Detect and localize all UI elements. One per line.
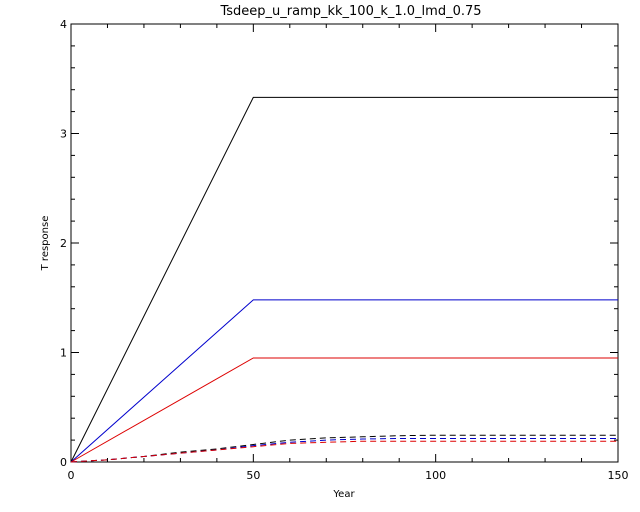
series-line-6: [70, 440, 618, 463]
x-tick-label: 100: [425, 469, 446, 482]
x-tick-label: 50: [246, 469, 260, 482]
y-axis-label: T response: [40, 216, 51, 272]
y-axis-ticks: 0 1 2 3 4: [60, 18, 618, 469]
x-tick-label: 150: [608, 469, 629, 482]
y-tick-label: 4: [60, 18, 67, 31]
x-tick-label: 0: [68, 469, 75, 482]
series-line-3: [70, 357, 618, 463]
y-tick-label: 0: [60, 456, 67, 469]
x-axis-label: Year: [332, 489, 355, 500]
series-line-1: [70, 96, 618, 463]
plot-frame: [70, 23, 619, 463]
series-line-2: [70, 299, 618, 463]
series-layer: [70, 96, 618, 463]
y-tick-label: 2: [60, 237, 67, 250]
y-tick-label: 3: [60, 128, 67, 141]
y-tick-label: 1: [60, 347, 67, 360]
series-line-4: [70, 434, 618, 463]
chart-title: Tsdeep_u_ramp_kk_100_k_1.0_lmd_0.75: [219, 4, 481, 19]
x-axis-ticks: 0 50 100 150: [68, 24, 629, 482]
